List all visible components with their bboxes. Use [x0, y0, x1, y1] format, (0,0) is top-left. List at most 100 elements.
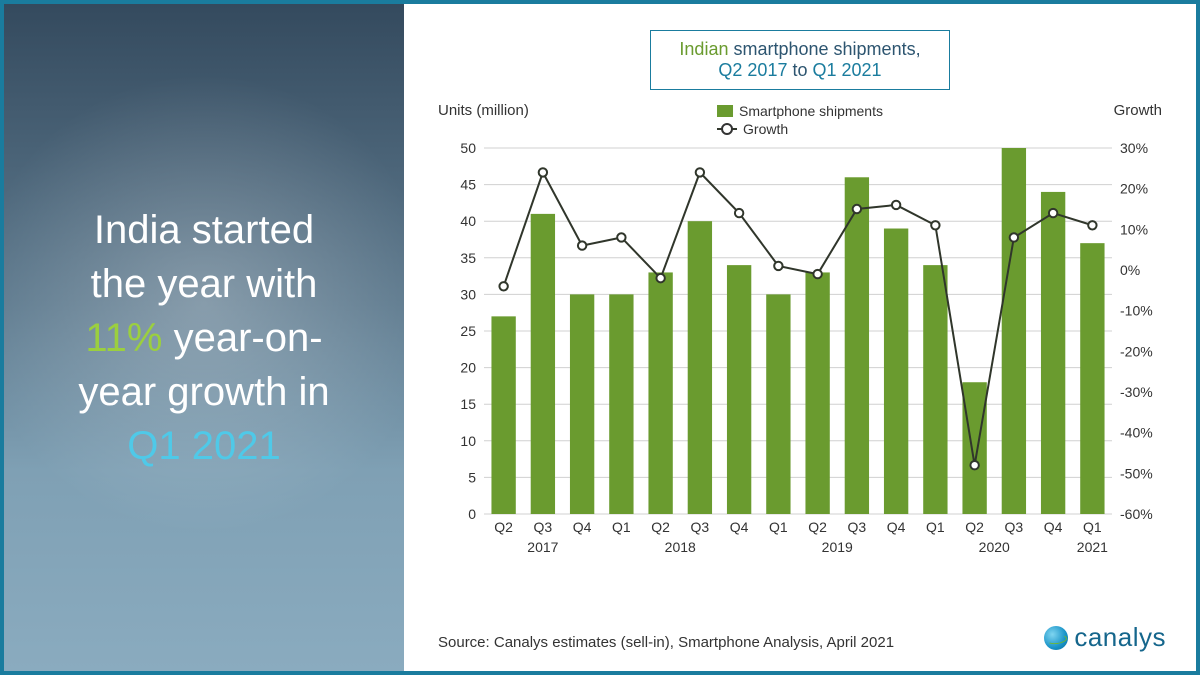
svg-text:Q2: Q2 — [808, 519, 827, 535]
svg-text:Q3: Q3 — [691, 519, 710, 535]
svg-text:45: 45 — [460, 177, 476, 193]
growth-point — [853, 205, 861, 213]
svg-text:2019: 2019 — [822, 539, 853, 555]
growth-point — [499, 282, 507, 290]
svg-text:30: 30 — [460, 286, 476, 302]
y1-axis-title: Units (million) — [438, 102, 529, 119]
bar — [531, 214, 555, 514]
svg-text:0%: 0% — [1120, 262, 1140, 278]
title-to: Q1 2021 — [813, 60, 882, 80]
svg-text:-10%: -10% — [1120, 303, 1153, 319]
bar — [1080, 243, 1104, 514]
hl-period: Q1 2021 — [127, 424, 280, 468]
svg-text:Q4: Q4 — [1044, 519, 1063, 535]
bar — [1002, 148, 1026, 514]
title-from: Q2 2017 — [718, 60, 787, 80]
brand-logo: canalys — [1044, 622, 1166, 653]
hl-1: India started — [94, 208, 314, 252]
growth-point — [892, 201, 900, 209]
bar — [609, 294, 633, 514]
growth-point — [578, 241, 586, 249]
bar — [962, 382, 986, 514]
title-country: Indian — [679, 39, 728, 59]
bar — [766, 294, 790, 514]
svg-text:50: 50 — [460, 140, 476, 156]
growth-point — [539, 168, 547, 176]
svg-text:5: 5 — [468, 469, 476, 485]
svg-text:Q3: Q3 — [1005, 519, 1024, 535]
growth-point — [617, 233, 625, 241]
growth-point — [696, 168, 704, 176]
svg-text:Q4: Q4 — [573, 519, 592, 535]
bar — [1041, 192, 1065, 514]
slide-frame: India started the year with 11% year-on-… — [0, 0, 1200, 675]
svg-text:2017: 2017 — [527, 539, 558, 555]
svg-text:Q3: Q3 — [848, 519, 867, 535]
chart-title-box: Indian smartphone shipments, Q2 2017 to … — [650, 30, 949, 90]
svg-text:Q3: Q3 — [534, 519, 553, 535]
growth-point — [735, 209, 743, 217]
svg-text:-50%: -50% — [1120, 465, 1153, 481]
growth-point — [1088, 221, 1096, 229]
chart-svg: 0 5 10 15 20 25 30 35 40 45 50 -60% -50% -40% -30% -20%… — [438, 128, 1168, 568]
svg-text:Q1: Q1 — [769, 519, 788, 535]
svg-text:Q1: Q1 — [1083, 519, 1102, 535]
svg-text:10%: 10% — [1120, 221, 1148, 237]
title-conj: to — [792, 60, 807, 80]
svg-text:Q1: Q1 — [926, 519, 945, 535]
svg-text:-60%: -60% — [1120, 506, 1153, 522]
chart-area: Units (million) Growth Smartphone shipme… — [438, 102, 1162, 626]
svg-text:20%: 20% — [1120, 181, 1148, 197]
bar — [570, 294, 594, 514]
growth-point — [1049, 209, 1057, 217]
svg-text:-40%: -40% — [1120, 425, 1153, 441]
growth-point — [970, 461, 978, 469]
svg-text:25: 25 — [460, 323, 476, 339]
hl-2: the year with — [91, 262, 318, 306]
growth-point — [656, 274, 664, 282]
brand-name: canalys — [1074, 622, 1166, 653]
bar — [923, 265, 947, 514]
svg-text:35: 35 — [460, 250, 476, 266]
svg-text:Q2: Q2 — [965, 519, 984, 535]
legend-bar-swatch — [717, 105, 733, 117]
bar — [805, 272, 829, 514]
bar — [491, 316, 515, 514]
svg-text:-30%: -30% — [1120, 384, 1153, 400]
legend-bar-row: Smartphone shipments — [717, 102, 883, 120]
svg-text:20: 20 — [460, 360, 476, 376]
bar — [845, 177, 869, 514]
svg-text:0: 0 — [468, 506, 476, 522]
headline-text: India started the year with 11% year-on-… — [78, 203, 329, 473]
y2-axis-title: Growth — [1114, 102, 1162, 119]
svg-text:15: 15 — [460, 396, 476, 412]
svg-text:Q4: Q4 — [730, 519, 749, 535]
svg-text:2018: 2018 — [665, 539, 696, 555]
title-rest: smartphone shipments, — [733, 39, 920, 59]
svg-text:-20%: -20% — [1120, 343, 1153, 359]
bar — [884, 229, 908, 514]
svg-text:Q2: Q2 — [651, 519, 670, 535]
svg-text:2021: 2021 — [1077, 539, 1108, 555]
svg-text:Q1: Q1 — [612, 519, 631, 535]
growth-point — [813, 270, 821, 278]
legend-bar-label: Smartphone shipments — [739, 102, 883, 120]
left-panel: India started the year with 11% year-on-… — [4, 4, 404, 671]
bar — [727, 265, 751, 514]
growth-point — [1010, 233, 1018, 241]
growth-point — [774, 262, 782, 270]
growth-point — [931, 221, 939, 229]
hl-3: year-on- — [163, 316, 323, 360]
svg-text:10: 10 — [460, 433, 476, 449]
svg-text:30%: 30% — [1120, 140, 1148, 156]
hl-pct: 11% — [85, 316, 162, 360]
svg-text:Q2: Q2 — [494, 519, 513, 535]
svg-text:Q4: Q4 — [887, 519, 906, 535]
bar — [688, 221, 712, 514]
globe-icon — [1044, 626, 1068, 650]
bar — [648, 272, 672, 514]
svg-text:2020: 2020 — [979, 539, 1010, 555]
right-panel: Indian smartphone shipments, Q2 2017 to … — [404, 4, 1196, 671]
svg-text:40: 40 — [460, 213, 476, 229]
hl-4: year growth in — [78, 370, 329, 414]
